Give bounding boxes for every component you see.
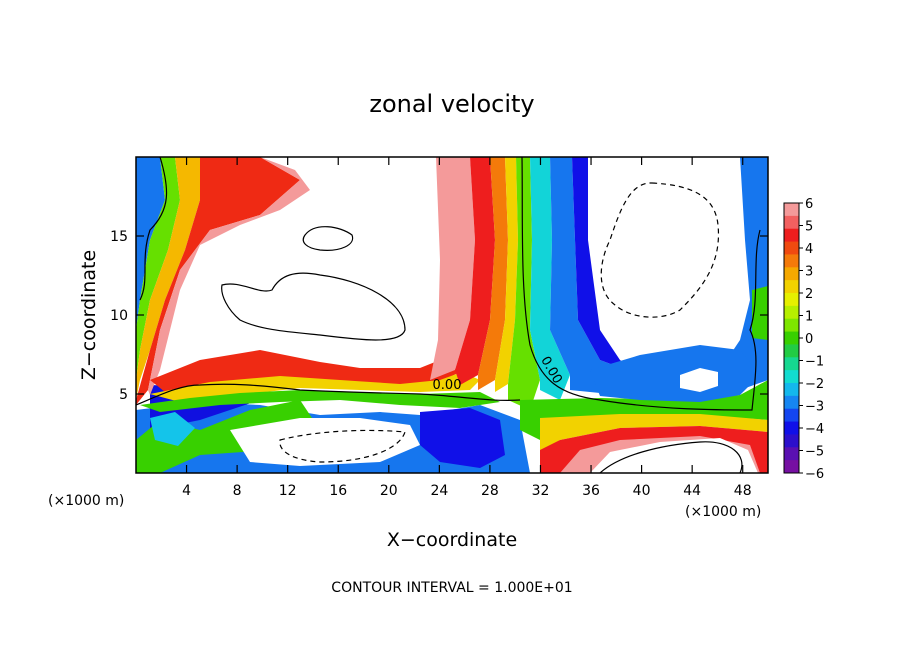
colorbar-swatch [784,421,799,435]
colorbar-tick-label: −4 [805,422,824,437]
colorbar-swatch [784,460,799,474]
contour-solid-zero [136,383,521,406]
contour-solid-bottom-right [599,441,743,473]
x-tick-label: 4 [182,483,191,499]
colorbar-swatch [784,370,799,384]
x-tick-label: 12 [279,483,297,499]
colorbar-swatch [784,344,799,358]
shade-right-green [520,380,768,440]
contour-solid-left [139,157,168,301]
colorbar-swatch [784,447,799,461]
shade-jet-red [455,157,495,385]
colorbar-tick-label: 6 [805,197,813,212]
colorbar-swatch [784,305,799,320]
y-tick-label: 10 [110,308,128,324]
colorbar-swatch [784,228,799,243]
contour-dashed-right [600,182,720,318]
x-axis-label: X−coordinate [387,529,517,551]
contour-interval-note: CONTOUR INTERVAL = 1.000E+01 [331,580,572,596]
colorbar-tick-label: −5 [805,445,824,460]
shade-bottom-green [136,400,320,473]
colorbar-tick-label: −3 [805,400,824,415]
colorbar-swatch [784,293,799,307]
contour-lines [136,157,761,473]
x-tick-label: 20 [380,483,398,499]
shade-jet-cyan [530,157,570,400]
colorbar-swatch [784,241,799,255]
contour-solid-small [302,226,354,251]
shade-white-right-bottom [590,438,758,473]
x-tick-label: 32 [532,483,550,499]
colorbar-tick-label: 1 [805,310,813,325]
colorbar-swatch [784,434,799,448]
shade-jet-orange [478,157,508,390]
colorbar-tick-label: −6 [805,467,824,482]
plot-area [136,157,768,473]
colorbar-swatch [784,357,799,371]
y-tick-label: 5 [119,387,128,403]
colorbar-swatch [784,280,799,294]
x-unit-left: (×1000 m) [48,493,124,509]
shade-left-yellow [136,157,200,400]
shade-left-red [136,157,300,405]
colorbar-swatch [784,318,799,333]
colorbar: 6 5 4 3 2 1 0 −1 −2 −3 −4 −5 −6 [783,197,824,482]
contour-dashed-bottom [279,429,406,463]
colorbar-swatch [784,215,799,230]
shade-left-green [136,157,180,380]
x-tick-label: 44 [683,483,701,499]
x-unit-right: (×1000 m) [685,504,761,520]
colorbar-swatch [784,395,799,410]
colorbar-tick-label: −2 [805,377,824,392]
colorbar-swatch [784,331,799,345]
shade-white-oval [680,368,718,392]
shade-left-pink [148,157,310,395]
colorbar-swatch [784,408,799,423]
x-tick-label: 8 [233,483,242,499]
x-tick-label: 36 [582,483,600,499]
y-tick-label: 15 [110,229,128,245]
shade-blue-horizontal [590,345,760,402]
x-axis-ticks: 4 8 12 16 20 24 28 32 36 40 44 48 [182,157,752,499]
colorbar-swatch [784,383,799,397]
shade-jet-blue [550,157,640,395]
colorbar-tick-label: 5 [805,220,813,235]
shade-cyan-patch [150,412,195,446]
x-tick-label: 48 [734,483,752,499]
shade-mid-green [140,390,500,412]
shade-right-column-green [752,286,768,340]
y-axis-ticks: 5 10 15 [110,229,768,403]
x-tick-label: 40 [633,483,651,499]
colorbar-swatch [784,254,799,268]
colorbar-swatch [784,267,799,281]
colorbar-tick-label: 3 [805,265,813,280]
colorbar-tick-label: 2 [805,287,813,302]
x-tick-label: 24 [430,483,448,499]
shade-right-yellow [540,414,768,452]
shade-jet-pink [430,157,475,380]
colorbar-tick-label: 4 [805,242,813,257]
x-tick-label: 16 [329,483,347,499]
shade-jet-yellow [495,157,518,392]
colorbar-tick-label: 0 [805,332,813,347]
shade-jet-deepblue [572,157,640,375]
y-axis-label: Z−coordinate [78,250,100,380]
colorbar-swatch [784,203,799,217]
x-tick-label: 28 [481,483,499,499]
contour-solid-vertical [521,157,761,411]
colorbar-tick-label: −1 [805,355,824,370]
contour-label-left: 0.00 [433,378,462,393]
shade-blue-patch [420,408,505,468]
shade-left-blue [136,157,165,330]
contour-solid-island [221,272,406,341]
chart-title: zonal velocity [369,90,534,118]
